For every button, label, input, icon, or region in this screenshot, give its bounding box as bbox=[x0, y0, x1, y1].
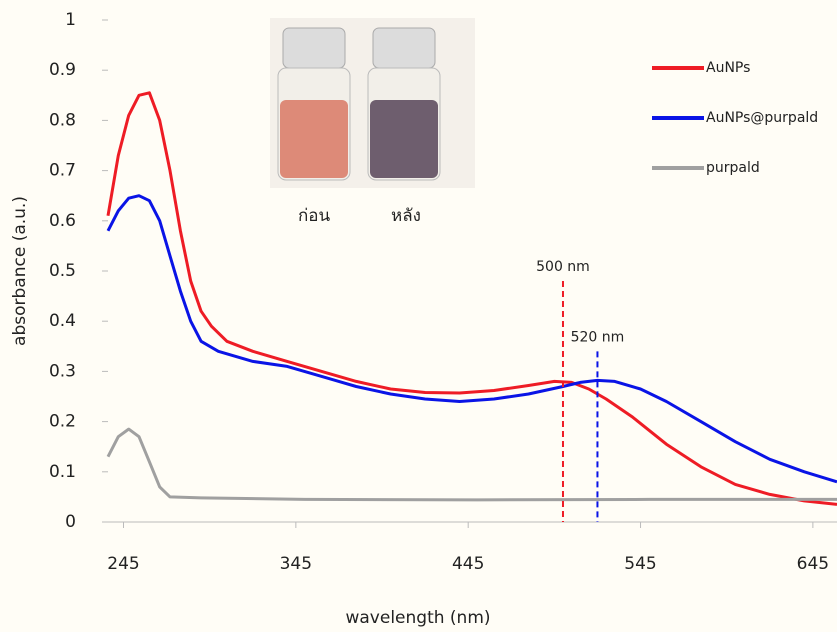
y-tick-label: 0.8 bbox=[49, 110, 76, 130]
y-tick-label: 0.6 bbox=[49, 211, 76, 231]
inset-label: ก่อน bbox=[298, 206, 331, 226]
vial-liquid bbox=[280, 100, 348, 178]
y-tick-label: 0 bbox=[65, 512, 76, 532]
vial-cap bbox=[373, 28, 435, 68]
y-tick-label: 0.5 bbox=[49, 261, 76, 281]
y-tick-label: 1 bbox=[65, 10, 76, 30]
x-tick-label: 445 bbox=[452, 554, 484, 574]
x-tick-label: 345 bbox=[280, 554, 312, 574]
chart: ก่อน หลัง wavelength (nm) absorbance (a.… bbox=[0, 0, 837, 632]
legend-label: purpald bbox=[706, 160, 760, 176]
y-tick-label: 0.9 bbox=[49, 60, 76, 80]
y-axis-label: absorbance (a.u.) bbox=[10, 196, 30, 346]
vial-cap bbox=[283, 28, 345, 68]
legend-label: AuNPs@purpald bbox=[706, 110, 818, 126]
x-tick-label: 245 bbox=[107, 554, 139, 574]
inset-label: หลัง bbox=[391, 206, 421, 226]
x-tick-label: 545 bbox=[624, 554, 656, 574]
vial-liquid bbox=[370, 100, 438, 178]
y-tick-label: 0.1 bbox=[49, 462, 76, 482]
legend-label: AuNPs bbox=[706, 60, 750, 76]
annotation-label: 520 nm bbox=[571, 329, 625, 345]
y-tick-label: 0.7 bbox=[49, 161, 76, 181]
y-tick-label: 0.2 bbox=[49, 412, 76, 432]
y-tick-label: 0.4 bbox=[49, 311, 76, 331]
y-tick-label: 0.3 bbox=[49, 361, 76, 381]
x-tick-label: 645 bbox=[797, 554, 829, 574]
x-axis-label: wavelength (nm) bbox=[345, 608, 490, 628]
annotation-label: 500 nm bbox=[536, 259, 590, 275]
